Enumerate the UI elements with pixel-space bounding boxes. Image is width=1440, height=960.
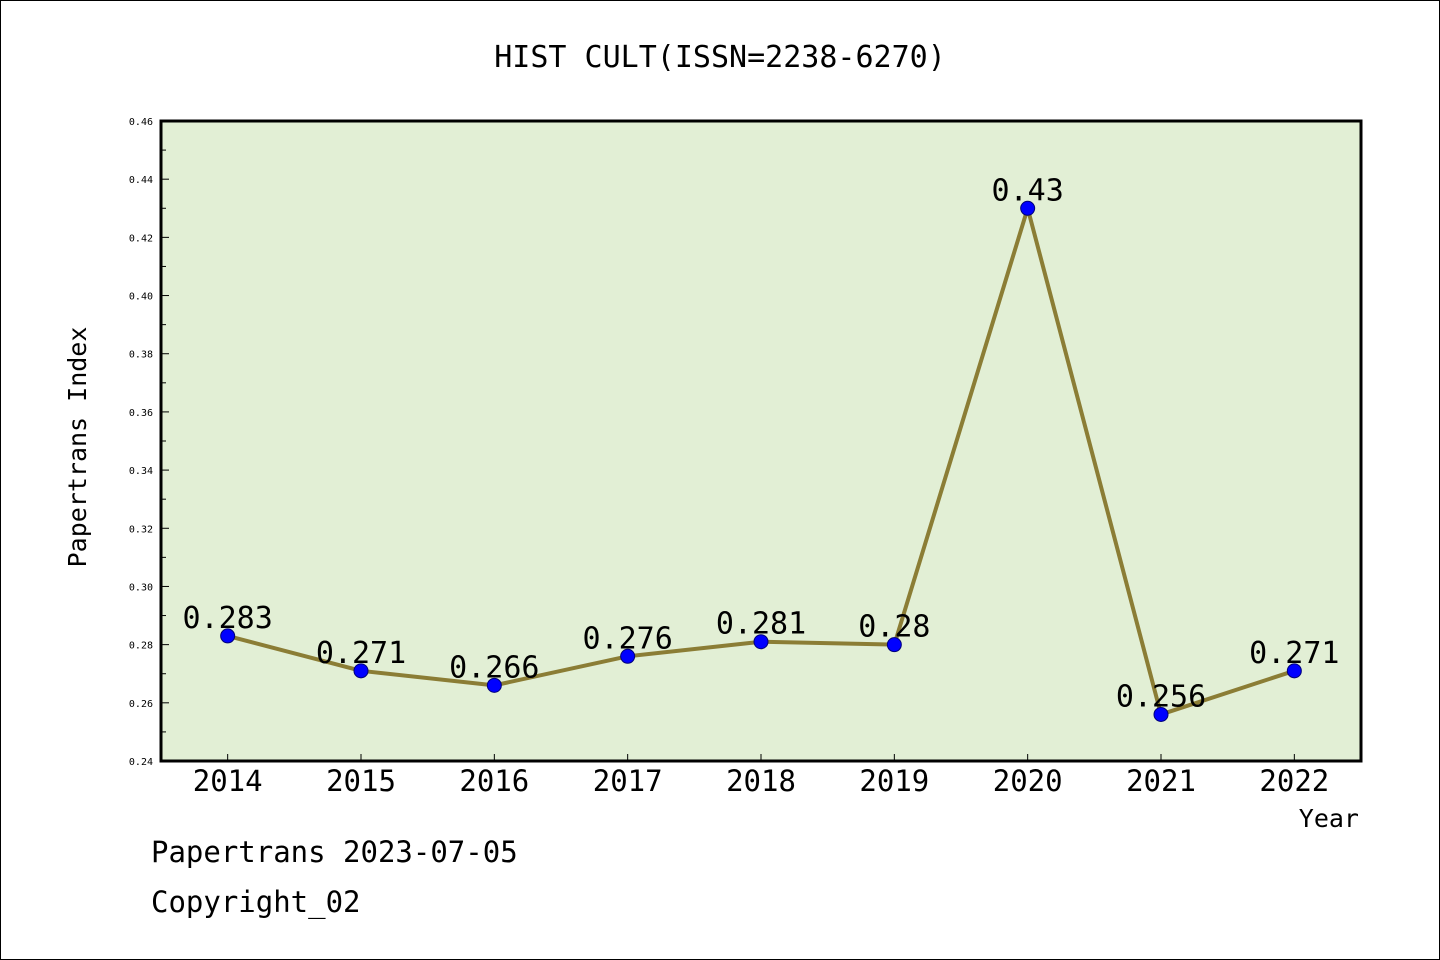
- data-point: [1020, 200, 1036, 216]
- chart-title: HIST CULT(ISSN=2238-6270): [494, 40, 946, 75]
- x-tick-label: 2018: [726, 764, 796, 798]
- data-label: 0.283: [183, 601, 273, 636]
- y-tick-label: 0.24: [129, 757, 153, 768]
- data-label: 0.271: [1249, 636, 1339, 671]
- footer-date: Papertrans 2023-07-05: [151, 835, 518, 869]
- x-axis-label: Year: [1299, 804, 1359, 833]
- x-tick-label: 2017: [593, 764, 663, 798]
- y-tick-label: 0.36: [129, 408, 153, 419]
- data-point: [353, 663, 369, 679]
- data-labels: 0.283 0.271 0.266 0.276 0.281 0.28 0.43 0.256 0.…: [183, 173, 1340, 714]
- x-tick-label: 2020: [993, 764, 1063, 798]
- x-tick-label: 2016: [459, 764, 529, 798]
- plot-area: [159, 119, 1363, 763]
- x-tick-label: 2014: [193, 764, 263, 798]
- data-label: 0.266: [449, 650, 539, 685]
- x-axis-ticks: 2014 2015 2016 2017 2018 2019 2020 2021 2022: [193, 754, 1329, 798]
- y-tick-label: 0.34: [129, 466, 153, 477]
- y-tick-label: 0.26: [129, 699, 153, 710]
- x-tick-label: 2021: [1126, 764, 1196, 798]
- data-point: [886, 637, 902, 653]
- y-tick-label: 0.44: [129, 175, 153, 186]
- x-tick-label: 2015: [326, 764, 396, 798]
- series-layer: [220, 200, 1302, 722]
- footer-copyright: Copyright_02: [151, 885, 361, 919]
- y-tick-label: 0.46: [129, 117, 153, 128]
- y-tick-label: 0.30: [129, 582, 153, 593]
- data-point: [1153, 706, 1169, 722]
- data-point: [486, 677, 502, 693]
- x-tick-label: 2019: [859, 764, 929, 798]
- y-tick-label: 0.42: [129, 233, 153, 244]
- data-point: [620, 648, 636, 664]
- y-tick-label: 0.28: [129, 641, 153, 652]
- data-label: 0.271: [316, 636, 406, 671]
- data-point: [1286, 663, 1302, 679]
- data-point: [753, 634, 769, 650]
- data-label: 0.43: [992, 173, 1064, 208]
- y-axis-ticks: 0.24 0.26 0.28 0.30 0.32 0.34 0.36 0.38 0.40 0.42…: [129, 117, 169, 768]
- y-tick-label: 0.32: [129, 524, 153, 535]
- data-label: 0.276: [583, 621, 673, 656]
- data-label: 0.281: [716, 607, 806, 642]
- data-point: [220, 628, 236, 644]
- y-tick-label: 0.38: [129, 350, 153, 361]
- data-label: 0.28: [858, 610, 930, 645]
- y-axis-label: Papertrans Index: [63, 327, 92, 568]
- data-label: 0.256: [1116, 679, 1206, 714]
- y-tick-label: 0.40: [129, 292, 153, 303]
- x-tick-label: 2022: [1259, 764, 1329, 798]
